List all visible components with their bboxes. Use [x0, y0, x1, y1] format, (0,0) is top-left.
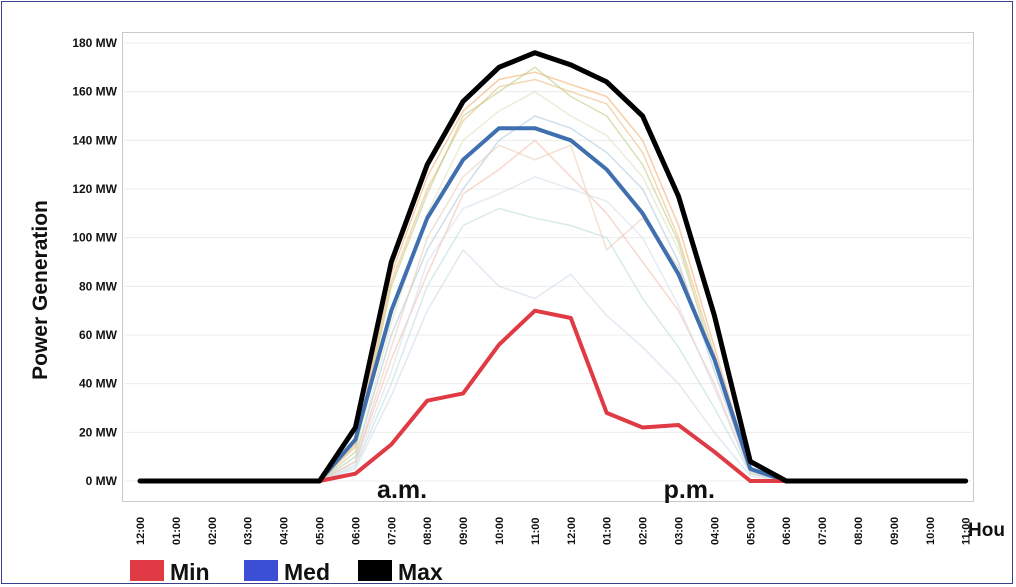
x-tick-label: 03:00 [674, 517, 686, 545]
x-tick-label: 01:00 [602, 517, 614, 545]
legend: Min Med Max [130, 559, 443, 585]
background-trace-line [140, 115, 966, 482]
y-tick-label: 120 MW [72, 182, 117, 196]
x-tick-label: 03:00 [243, 517, 255, 545]
x-tick-label: 06:00 [781, 517, 793, 545]
legend-label-med: Med [284, 559, 330, 585]
x-tick-label: 02:00 [207, 517, 219, 545]
legend-swatch-max [358, 560, 392, 581]
y-tick-label: 40 MW [79, 377, 118, 391]
series-line-max [137, 50, 969, 484]
x-tick-label: 04:00 [709, 517, 721, 545]
x-tick-label: 08:00 [422, 517, 434, 545]
legend-swatch-min [130, 560, 164, 581]
x-tick-label: 04:00 [279, 517, 291, 545]
x-tick-label: 09:00 [889, 517, 901, 545]
x-axis-label: Hou [968, 520, 1005, 541]
x-tick-label: 11:00 [530, 517, 542, 545]
series-line-med [138, 126, 968, 483]
period-label: a.m. [377, 476, 427, 504]
legend-swatch-med [244, 560, 278, 581]
x-tick-label: 02:00 [638, 517, 650, 545]
legend-label-max: Max [398, 559, 443, 585]
background-trace-line [140, 78, 966, 482]
background-trace-line [140, 207, 966, 482]
y-tick-label: 140 MW [72, 133, 117, 147]
y-tick-label: 60 MW [79, 328, 118, 342]
x-tick-label: 11:00 [961, 517, 973, 545]
y-tick-label: 20 MW [79, 425, 118, 439]
period-labels: a.m. p.m. [377, 476, 715, 504]
y-tick-label: 0 MW [86, 474, 118, 488]
x-tick-label: 01:00 [171, 517, 183, 545]
background-traces [140, 66, 966, 482]
period-label: p.m. [664, 476, 715, 504]
legend-label-min: Min [170, 559, 210, 585]
x-axis-ticks: 12:00 01:00 02:00 03:00 04:00 05:00 06:00 07:00… [135, 517, 973, 545]
x-tick-label: 09:00 [458, 517, 470, 545]
x-tick-label: 05:00 [315, 517, 327, 545]
y-tick-label: 160 MW [72, 85, 117, 99]
x-tick-label: 06:00 [350, 517, 362, 545]
x-tick-label: 08:00 [853, 517, 865, 545]
y-tick-label: 80 MW [79, 279, 118, 293]
background-trace-line [140, 139, 966, 482]
background-trace-line [140, 66, 966, 482]
y-tick-label: 100 MW [72, 231, 117, 245]
x-tick-label: 07:00 [817, 517, 829, 545]
plot-area [122, 32, 974, 502]
grid-lines [124, 42, 972, 482]
x-tick-label: 12:00 [566, 517, 578, 545]
x-tick-label: 12:00 [135, 517, 147, 545]
x-tick-label: 05:00 [745, 517, 757, 545]
y-axis-label: Power Generation [29, 200, 52, 380]
x-tick-label: 10:00 [925, 517, 937, 545]
background-trace-line [140, 249, 966, 482]
x-tick-label: 10:00 [494, 517, 506, 545]
y-tick-label: 180 MW [72, 36, 117, 50]
x-tick-label: 07:00 [386, 517, 398, 545]
series-lines [137, 50, 969, 484]
y-axis-ticks: 0 MW 20 MW 40 MW 60 MW 80 MW 100 MW 120 MW 140 … [72, 36, 117, 488]
series-line-min [138, 308, 968, 483]
